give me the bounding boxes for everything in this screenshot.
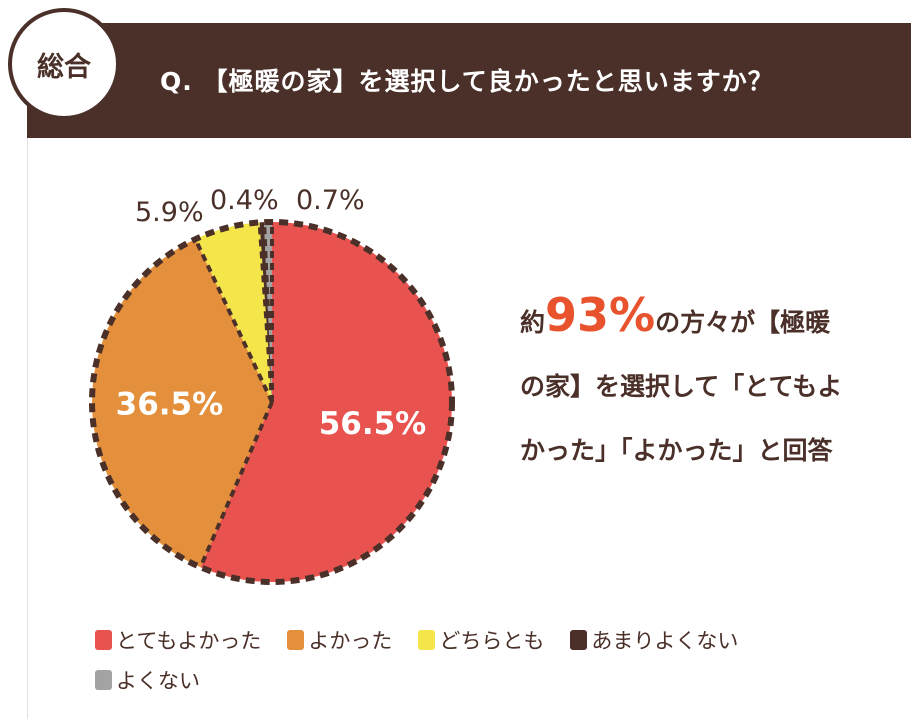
legend-label: よかった [308,629,393,653]
legend-label: とてもよかった [116,629,262,653]
data-label-dochiratomo: 5.9% [135,197,204,228]
legend-label: どちらとも [439,629,545,653]
legend-swatch [95,670,112,690]
slice-divider [262,222,274,403]
data-label-amari-yokunai: 0.4% [210,185,279,216]
slice-divider [198,401,274,568]
pie-slice-yokatta [91,239,272,568]
pie-outline [89,219,455,585]
badge-label: 総合 [37,51,91,83]
legend: とてもよかった よかった どちらとも あまりよくないよくない [95,625,815,705]
data-label-yokatta: 36.5% [116,387,224,423]
badge-bubble: 総合 [8,8,120,120]
summary-note: 約93%の方々が【極暖の家】を選択して「とてもよかった」「よかった」と回答 [520,283,850,483]
legend-item-totemo-yokatta: とてもよかった [95,625,261,655]
summary-prefix: 約 [520,308,546,337]
legend-label: よくない [116,669,200,693]
summary-text: の方々が【極暖の家】を選択して「とてもよかった」「よかった」と回答 [520,308,843,465]
legend-swatch [418,630,436,650]
summary-highlight: 93% [545,288,656,342]
pie-slice-totemo-yokatta [200,222,452,582]
question-title: Q. 【極暖の家】を選択して良かったと思いますか？ [160,67,774,96]
legend-swatch [570,630,588,650]
slice-divider [193,238,274,403]
legend-item-dochiratomo: どちらとも [418,625,544,655]
legend-item-yokunai: よくない [95,665,200,695]
legend-item-yokatta: よかった [287,625,392,655]
data-label-totemo-yokatta: 56.5% [319,406,427,442]
content-border [27,130,28,719]
data-label-yokunai: 0.7% [296,185,365,216]
legend-swatch [95,630,112,650]
legend-label: あまりよくない [591,629,739,653]
legend-item-amari-yokunai: あまりよくない [570,625,738,655]
legend-swatch [287,630,305,650]
question-header [27,23,911,138]
